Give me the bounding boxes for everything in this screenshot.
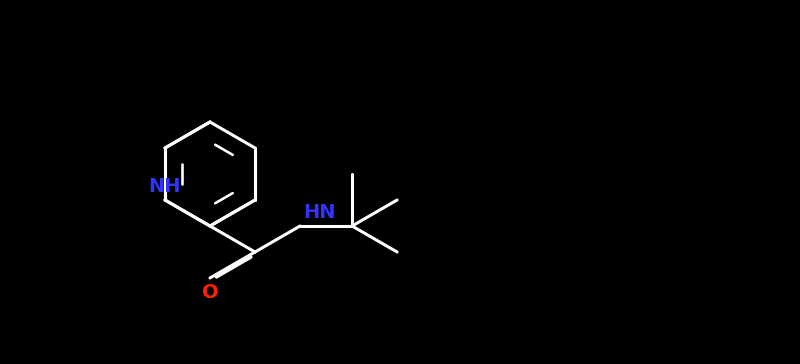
Text: HN: HN xyxy=(303,203,335,222)
Text: NH: NH xyxy=(149,177,182,196)
Text: O: O xyxy=(202,283,218,302)
